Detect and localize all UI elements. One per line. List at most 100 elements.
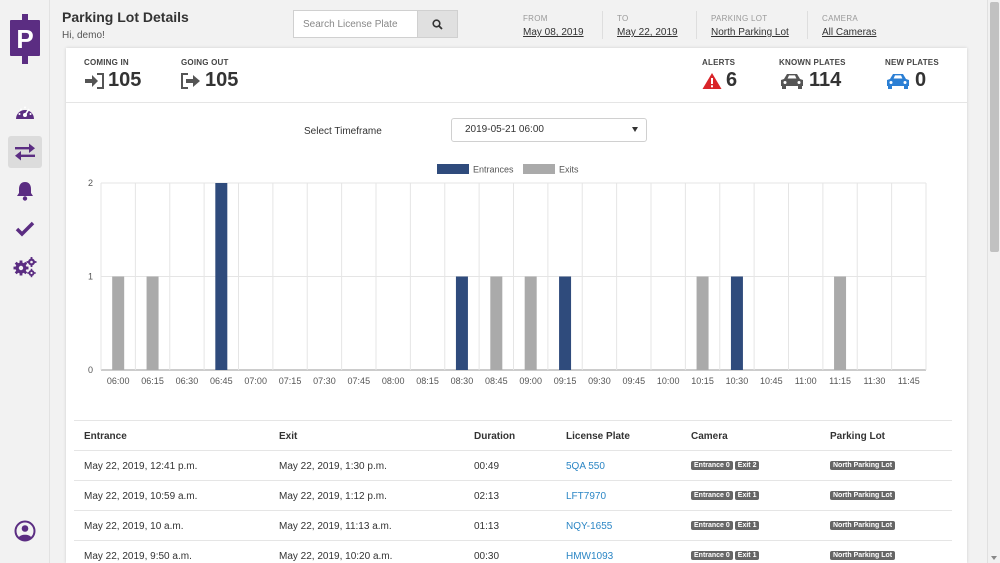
timeframe-select[interactable]: 2019-05-21 06:00 — [451, 118, 647, 142]
parking-lot-tag: North Parking Lot — [830, 490, 897, 501]
x-tick-label: 10:15 — [691, 376, 714, 386]
entrance-time: May 22, 2019, 12:41 p.m. — [84, 461, 198, 472]
filter-camera-value[interactable]: All Cameras — [822, 27, 877, 38]
stat-alerts[interactable]: ALERTS 6 — [702, 58, 737, 92]
exit-bar — [834, 276, 847, 370]
x-tick-label: 06:30 — [176, 376, 199, 386]
stat-new-plates-label: NEW PLATES — [885, 58, 939, 67]
stat-new-plates-value: 0 — [915, 69, 927, 91]
exit-time: May 22, 2019, 1:30 p.m. — [279, 461, 387, 472]
nav-dashboard[interactable] — [8, 96, 42, 128]
legend-exits-swatch — [523, 164, 555, 174]
x-tick-label: 06:15 — [141, 376, 164, 386]
entrance-bar — [559, 276, 572, 370]
header-parking-lot[interactable]: Parking Lot — [830, 431, 886, 442]
camera-entrance-badge: Entrance 0 — [691, 460, 733, 470]
sign-out-icon — [181, 72, 200, 89]
filter-to-value[interactable]: May 22, 2019 — [617, 27, 678, 38]
duration: 00:30 — [474, 551, 500, 562]
exit-bar — [112, 276, 125, 370]
scroll-down-arrow-icon[interactable] — [991, 556, 997, 560]
duration: 02:13 — [474, 491, 500, 502]
camera-tags: Entrance 0 Exit 1 — [691, 520, 761, 531]
header-camera[interactable]: Camera — [691, 431, 728, 442]
filter-camera-label: CAMERA — [822, 14, 859, 23]
stats-bar: COMING IN 105 GOING OUT 105 ALERTS — [66, 48, 967, 103]
y-tick-label: 1 — [88, 272, 93, 282]
camera-exit-badge: Exit 1 — [734, 520, 760, 530]
license-plate-link[interactable]: 5QA 550 — [566, 461, 605, 472]
nav-profile[interactable] — [8, 515, 42, 547]
nav-alerts[interactable] — [8, 175, 42, 207]
x-tick-label: 11:45 — [898, 376, 920, 386]
nav-approved[interactable] — [8, 213, 42, 245]
header-license-plate[interactable]: License Plate — [566, 431, 630, 442]
stat-coming-in-label: COMING IN — [84, 58, 129, 67]
license-plate-link[interactable]: HMW1093 — [566, 551, 614, 562]
table-row[interactable]: May 22, 2019, 9:50 a.m. May 22, 2019, 10:… — [74, 540, 952, 563]
activity-table: Entrance Exit Duration License Plate Cam… — [74, 420, 952, 563]
nav-settings[interactable] — [8, 251, 42, 283]
nav-transfers[interactable] — [8, 136, 42, 168]
camera-tags: Entrance 0 Exit 2 — [691, 460, 761, 471]
dashboard-icon — [16, 106, 34, 119]
x-tick-label: 10:45 — [760, 376, 783, 386]
scrollbar-thumb[interactable] — [990, 2, 999, 252]
check-icon — [15, 221, 35, 237]
camera-exit-badge: Exit 1 — [734, 550, 760, 560]
license-plate-link[interactable]: NQY-1655 — [566, 521, 613, 532]
camera-tags: Entrance 0 Exit 1 — [691, 490, 761, 501]
x-tick-label: 06:45 — [210, 376, 233, 386]
x-tick-label: 10:00 — [657, 376, 680, 386]
filter-divider — [807, 11, 808, 39]
stat-new-plates[interactable]: NEW PLATES 0 — [885, 58, 939, 92]
app-logo[interactable]: P — [8, 14, 42, 64]
entrance-bar — [215, 183, 228, 370]
x-tick-label: 09:15 — [554, 376, 577, 386]
table-row[interactable]: May 22, 2019, 10:59 a.m. May 22, 2019, 1:… — [74, 480, 952, 510]
greeting: Hi, demo! — [62, 30, 105, 41]
user-icon — [14, 520, 36, 542]
stat-going-out: GOING OUT 105 — [181, 58, 238, 92]
camera-tags: Entrance 0 Exit 1 — [691, 550, 761, 561]
car-icon — [887, 73, 909, 89]
x-tick-label: 11:00 — [795, 376, 817, 386]
filter-parking-lot-label: PARKING LOT — [711, 14, 768, 23]
camera-exit-badge: Exit 2 — [734, 460, 760, 470]
filter-parking-lot-value[interactable]: North Parking Lot — [711, 27, 789, 38]
entrance-time: May 22, 2019, 10:59 a.m. — [84, 491, 198, 502]
license-plate-link[interactable]: LFT7970 — [566, 491, 607, 502]
header: Parking Lot Details Hi, demo! FROM May 0… — [50, 0, 987, 48]
filter-parking-lot[interactable]: PARKING LOT North Parking Lot — [711, 14, 789, 38]
table-row[interactable]: May 22, 2019, 10 a.m. May 22, 2019, 11:13… — [74, 510, 952, 540]
stat-going-out-label: GOING OUT — [181, 58, 229, 67]
x-tick-label: 11:15 — [829, 376, 851, 386]
page-scrollbar[interactable] — [987, 0, 1000, 563]
filter-to[interactable]: TO May 22, 2019 — [617, 14, 678, 38]
exit-time: May 22, 2019, 10:20 a.m. — [279, 551, 393, 562]
entrance-bar — [455, 276, 468, 370]
transfer-arrows-icon — [15, 143, 35, 161]
table-row[interactable]: May 22, 2019, 12:41 p.m. May 22, 2019, 1:… — [74, 450, 952, 480]
filter-divider — [696, 11, 697, 39]
header-exit[interactable]: Exit — [279, 431, 298, 442]
filter-to-label: TO — [617, 14, 629, 23]
filter-from[interactable]: FROM May 08, 2019 — [523, 14, 584, 38]
camera-entrance-badge: Entrance 0 — [691, 550, 733, 560]
car-icon — [781, 73, 803, 89]
header-duration[interactable]: Duration — [474, 431, 516, 442]
filter-camera[interactable]: CAMERA All Cameras — [822, 14, 876, 38]
x-tick-label: 07:45 — [348, 376, 371, 386]
search-button[interactable] — [417, 10, 458, 38]
filter-from-value[interactable]: May 08, 2019 — [523, 27, 584, 38]
x-tick-label: 06:00 — [107, 376, 130, 386]
stat-coming-in-value: 105 — [108, 69, 142, 91]
logo-letter: P — [16, 24, 33, 54]
x-tick-label: 10:30 — [726, 376, 749, 386]
parking-lot-tag: North Parking Lot — [830, 550, 897, 561]
parking-lot-tag: North Parking Lot — [830, 460, 897, 471]
stat-known-plates-label: KNOWN PLATES — [779, 58, 846, 67]
timeframe-selected-value: 2019-05-21 06:00 — [465, 124, 544, 135]
header-entrance[interactable]: Entrance — [84, 431, 127, 442]
stat-known-plates[interactable]: KNOWN PLATES 114 — [779, 58, 846, 92]
